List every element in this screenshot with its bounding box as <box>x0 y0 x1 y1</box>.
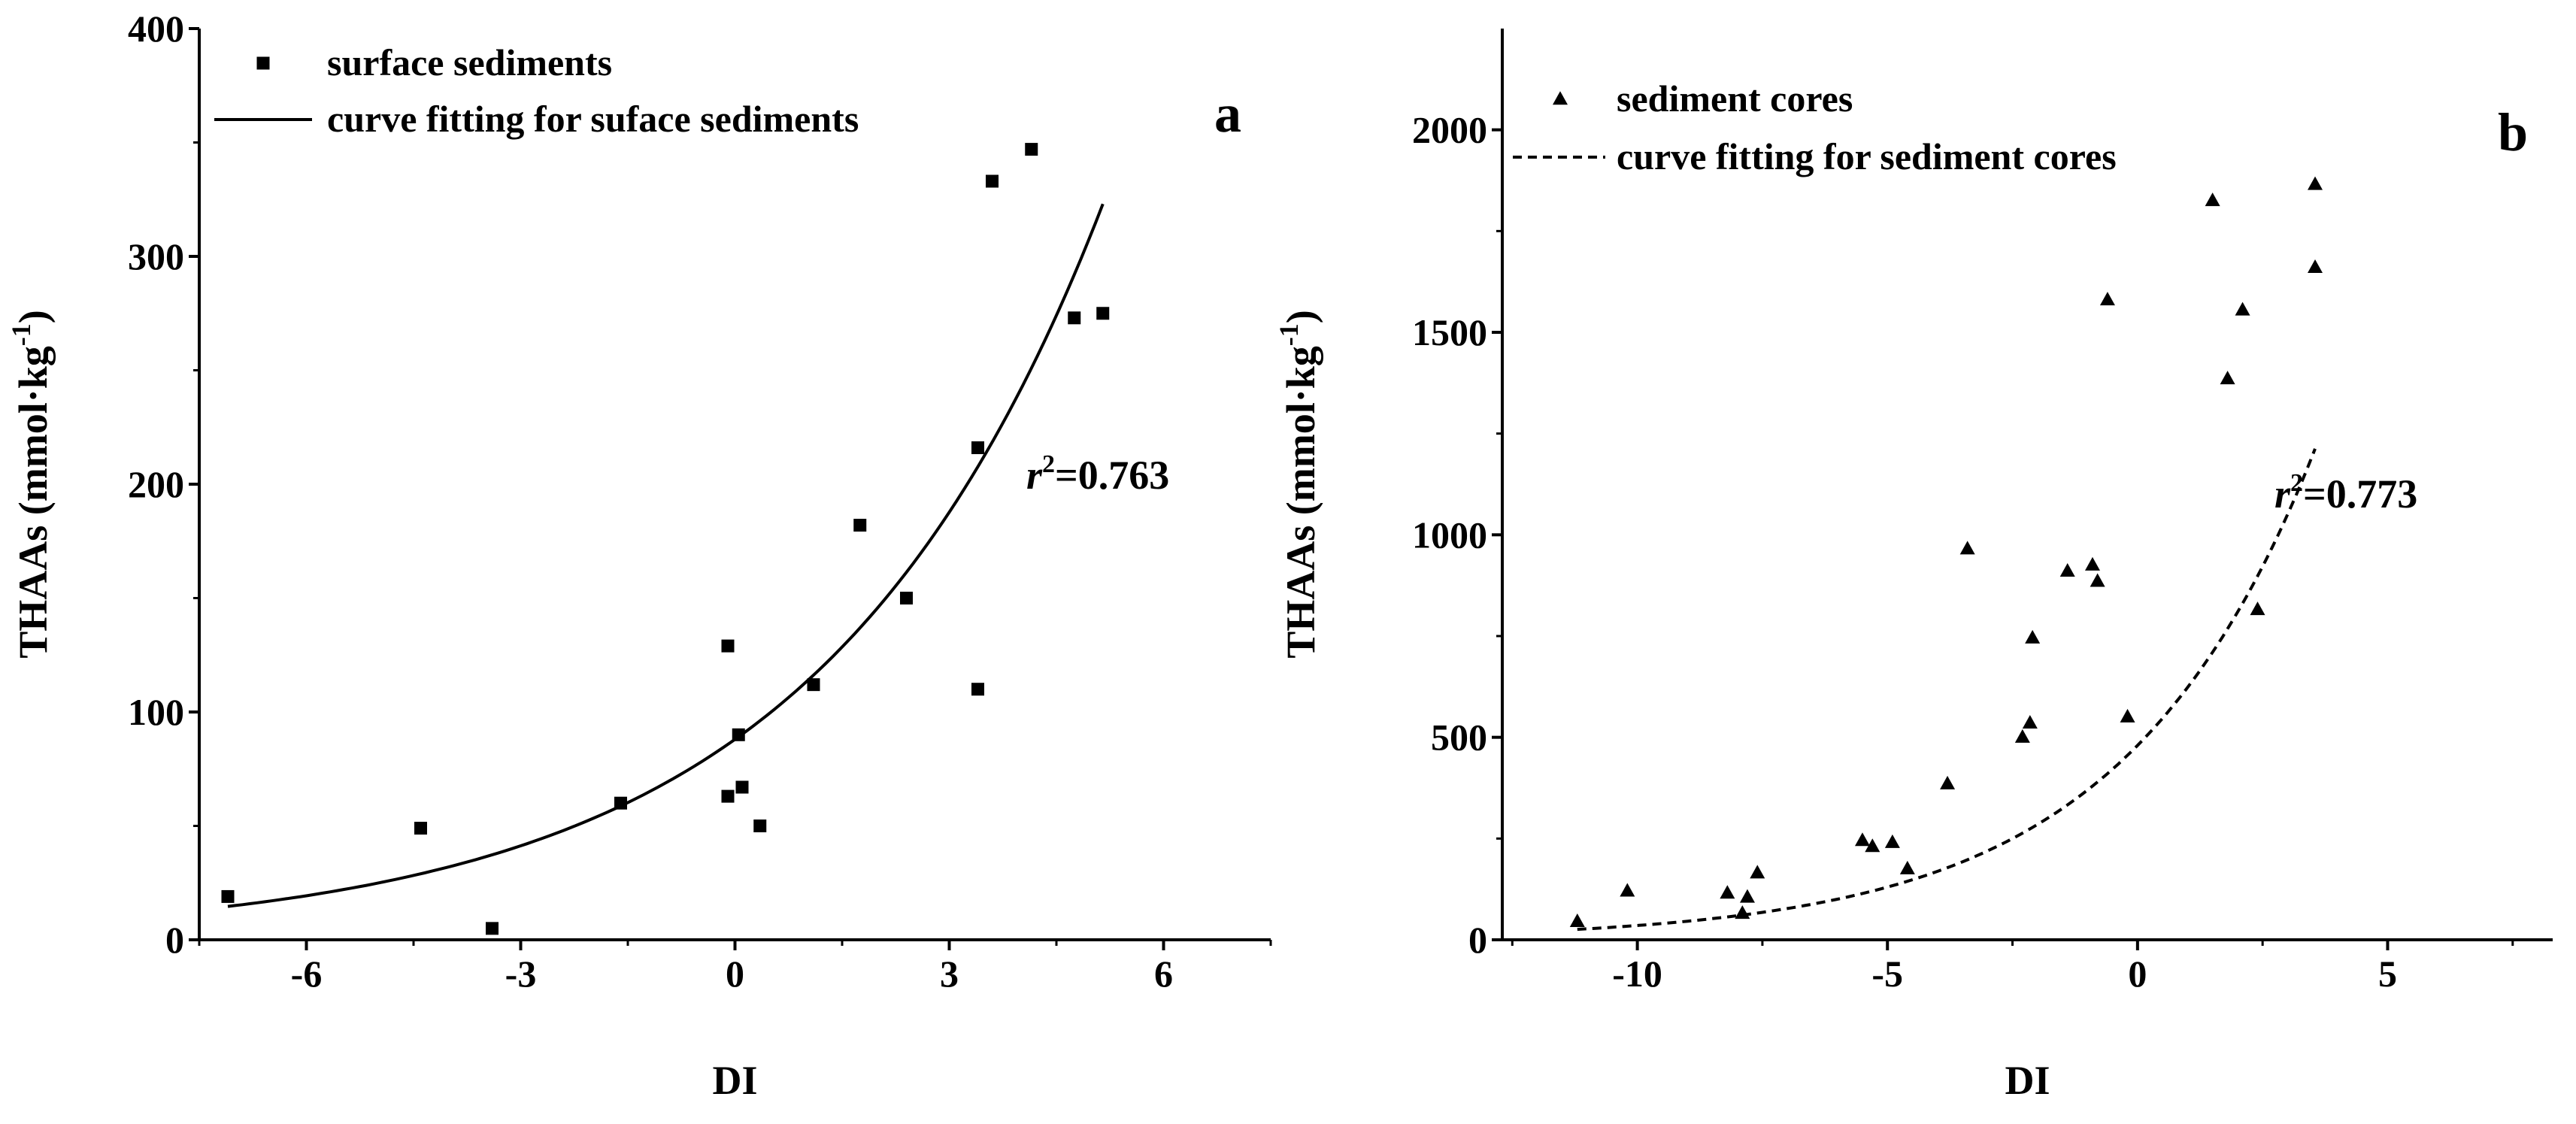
data-point <box>2059 563 2075 577</box>
y-tick-label: 2000 <box>1412 109 1487 151</box>
data-point <box>721 789 735 803</box>
data-point <box>2022 715 2038 729</box>
x-tick-label: 6 <box>1154 953 1173 995</box>
r2-symbol: r <box>2274 471 2291 517</box>
data-point <box>1025 143 1038 156</box>
data-point <box>1620 883 1635 897</box>
chart-panel-b: 0 500 1000 1500 2000 -10 -5 0 5 DI THAAs (mmol·kg-… <box>1274 29 2553 1103</box>
data-point <box>614 796 627 810</box>
y-axis-label-sup: -1 <box>6 323 36 346</box>
legend-marker <box>1553 91 1568 105</box>
data-point <box>1750 865 1765 879</box>
r2-symbol: r <box>1026 453 1043 498</box>
data-point <box>2308 259 2323 274</box>
data-point <box>971 683 984 696</box>
data-point <box>2205 192 2220 207</box>
r2-annotation: r2=0.773 <box>2274 469 2417 517</box>
y-tick-label: 500 <box>1431 717 1487 759</box>
x-tick-label: 0 <box>2128 953 2147 995</box>
data-point <box>1959 541 1975 555</box>
data-point <box>735 780 749 794</box>
x-axis-label: DI <box>2005 1058 2050 1103</box>
x-tick-label: -6 <box>291 953 323 995</box>
data-point <box>853 519 867 532</box>
x-tick-label: 5 <box>2378 953 2397 995</box>
y-tick-label: 0 <box>1468 919 1487 961</box>
fit-curve <box>227 203 1105 908</box>
data-point <box>1899 860 1915 874</box>
x-tick-label: 0 <box>726 953 744 995</box>
data-point <box>2220 371 2235 385</box>
data-point <box>2084 556 2100 571</box>
data-point <box>900 592 913 604</box>
data-point <box>2250 601 2265 616</box>
y-axis-label-text: THAAs (mmol·kg <box>11 346 56 659</box>
y-axis-label-text: THAAs (mmol·kg <box>1278 346 1323 659</box>
data-point <box>1940 775 1956 789</box>
y-tick-label: 1500 <box>1412 311 1487 353</box>
chart-panel-a: 0 100 200 300 400 -6 -3 0 3 6 DI THAAs (mmol·kg-1) s… <box>6 8 1272 1103</box>
y-tick-label: 300 <box>128 235 184 277</box>
data-point <box>1068 311 1081 325</box>
data-point <box>1739 889 1755 903</box>
data-point <box>807 678 820 692</box>
legend-label-points: surface sediments <box>327 41 612 83</box>
y-tick-label: 200 <box>128 463 184 505</box>
data-point <box>2308 176 2323 190</box>
data-point <box>1569 913 1585 927</box>
data-point <box>2025 629 2041 644</box>
data-point <box>2014 729 2030 743</box>
data-point <box>2090 573 2105 587</box>
y-axis-label: THAAs (mmol·kg-1) <box>6 310 56 659</box>
x-axis-label: DI <box>712 1058 757 1103</box>
data-point <box>2235 301 2250 316</box>
x-tick-label: -5 <box>1871 953 1903 995</box>
data-point <box>1096 307 1110 320</box>
data-point <box>486 922 499 935</box>
data-point <box>1720 885 1735 899</box>
r2-value: =0.773 <box>2303 471 2417 517</box>
data-point <box>2120 708 2135 723</box>
data-point <box>986 174 999 188</box>
data-point <box>1735 905 1750 919</box>
panel-label: b <box>2498 102 2528 162</box>
x-tick-label: 3 <box>940 953 959 995</box>
data-point <box>221 889 235 903</box>
data-point <box>721 639 735 653</box>
r2-annotation: r2=0.763 <box>1026 450 1169 498</box>
legend-label-points: sediment cores <box>1617 77 1853 120</box>
r2-value: =0.763 <box>1055 453 1169 498</box>
y-axis-label: THAAs (mmol·kg-1) <box>1274 310 1323 659</box>
data-point <box>414 822 427 835</box>
y-tick-label: 100 <box>128 691 184 733</box>
x-tick-label: -3 <box>505 953 537 995</box>
data-point <box>1854 832 1870 847</box>
y-tick-label: 1000 <box>1412 514 1487 556</box>
data-point <box>1865 838 1880 853</box>
r2-sup: 2 <box>1042 450 1055 478</box>
legend-label-fit: curve fitting for sediment cores <box>1617 135 2117 177</box>
data-point <box>732 728 745 741</box>
y-axis-label-close: ) <box>1278 310 1323 323</box>
data-point <box>753 820 767 832</box>
y-tick-label: 0 <box>165 919 184 961</box>
y-tick-label: 400 <box>128 8 184 50</box>
r2-sup: 2 <box>2290 469 2303 497</box>
fit-curve <box>1577 448 2317 932</box>
panel-label: a <box>1214 83 1241 144</box>
data-point <box>971 441 984 455</box>
legend-label-fit: curve fitting for suface sediments <box>327 98 859 140</box>
legend-marker <box>256 56 270 70</box>
data-point <box>2099 292 2115 306</box>
y-axis-label-sup: -1 <box>1274 323 1304 346</box>
y-axis-label-close: ) <box>11 310 56 323</box>
data-point <box>1884 834 1900 848</box>
x-tick-label: -10 <box>1612 953 1662 995</box>
